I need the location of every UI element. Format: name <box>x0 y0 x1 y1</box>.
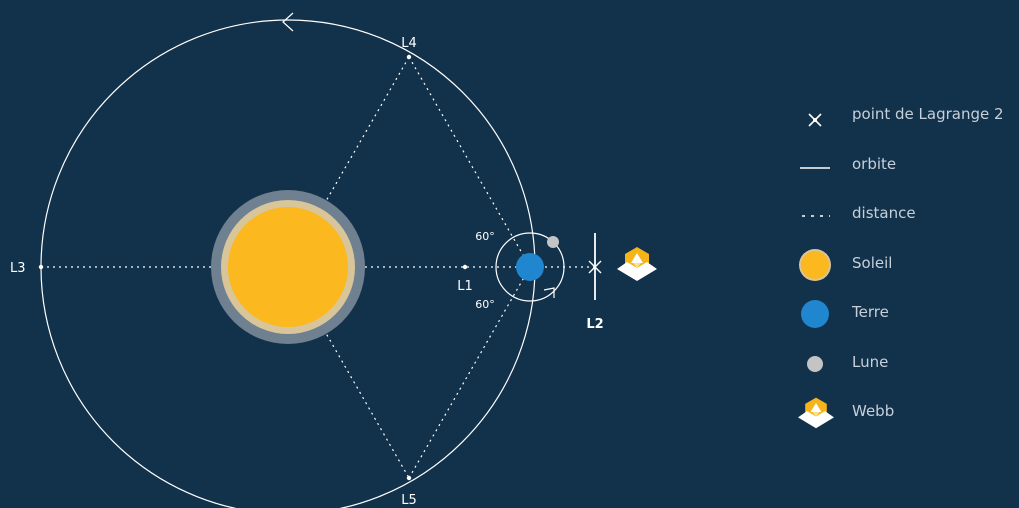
legend-item-webb: Webb <box>790 394 1015 444</box>
legend-label-earth: Terre <box>852 303 889 321</box>
moon <box>547 236 559 248</box>
webb-telescope-icon <box>617 247 657 281</box>
l4-point <box>406 54 412 60</box>
moon-circle-icon <box>807 355 823 372</box>
distance-line-l5-earth <box>408 266 531 479</box>
legend-label-lagrange: point de Lagrange 2 <box>852 105 1004 123</box>
distance-line-l4-earth <box>408 56 531 268</box>
moon-orbit <box>495 232 565 302</box>
l5-point <box>406 475 412 481</box>
label-l2: L2 <box>586 317 603 332</box>
label-l1: L1 <box>457 279 473 294</box>
l1-point <box>462 264 468 270</box>
legend-item-distance: distance <box>790 196 1015 246</box>
orbit-direction-arrow <box>282 12 294 32</box>
legend: point de Lagrange 2 orbite distance Sole… <box>790 97 1015 444</box>
earth <box>516 253 544 281</box>
legend-label-moon: Lune <box>852 352 889 371</box>
earth-circle-icon <box>801 300 829 328</box>
legend-label-distance: distance <box>852 204 916 222</box>
moon-orbit-arrow <box>543 287 555 298</box>
legend-label-sun: Soleil <box>852 253 893 272</box>
label-l5: L5 <box>401 493 417 508</box>
distance-line-sun-l4 <box>287 56 410 268</box>
legend-item-lagrange: point de Lagrange 2 <box>790 97 1015 147</box>
legend-item-moon: Lune <box>790 345 1015 395</box>
x-mark-icon <box>808 113 822 127</box>
label-angle-top: 60° <box>475 230 495 243</box>
sun <box>228 207 348 327</box>
label-l4: L4 <box>401 36 417 51</box>
legend-item-orbit: orbite <box>790 147 1015 197</box>
l3-point <box>38 264 44 270</box>
l2-x-mark-icon <box>588 260 602 274</box>
legend-label-orbit: orbite <box>852 154 897 173</box>
dashed-line-icon <box>802 215 830 217</box>
legend-label-webb: Webb <box>852 402 895 420</box>
webb-telescope-icon <box>798 397 834 429</box>
distance-line-sun-l5 <box>287 266 410 479</box>
label-l3: L3 <box>10 261 26 276</box>
label-angle-bottom: 60° <box>475 298 495 311</box>
solid-line-icon <box>800 166 830 169</box>
legend-item-sun: Soleil <box>790 246 1015 296</box>
sun-circle-icon <box>799 248 831 281</box>
legend-item-earth: Terre <box>790 295 1015 345</box>
